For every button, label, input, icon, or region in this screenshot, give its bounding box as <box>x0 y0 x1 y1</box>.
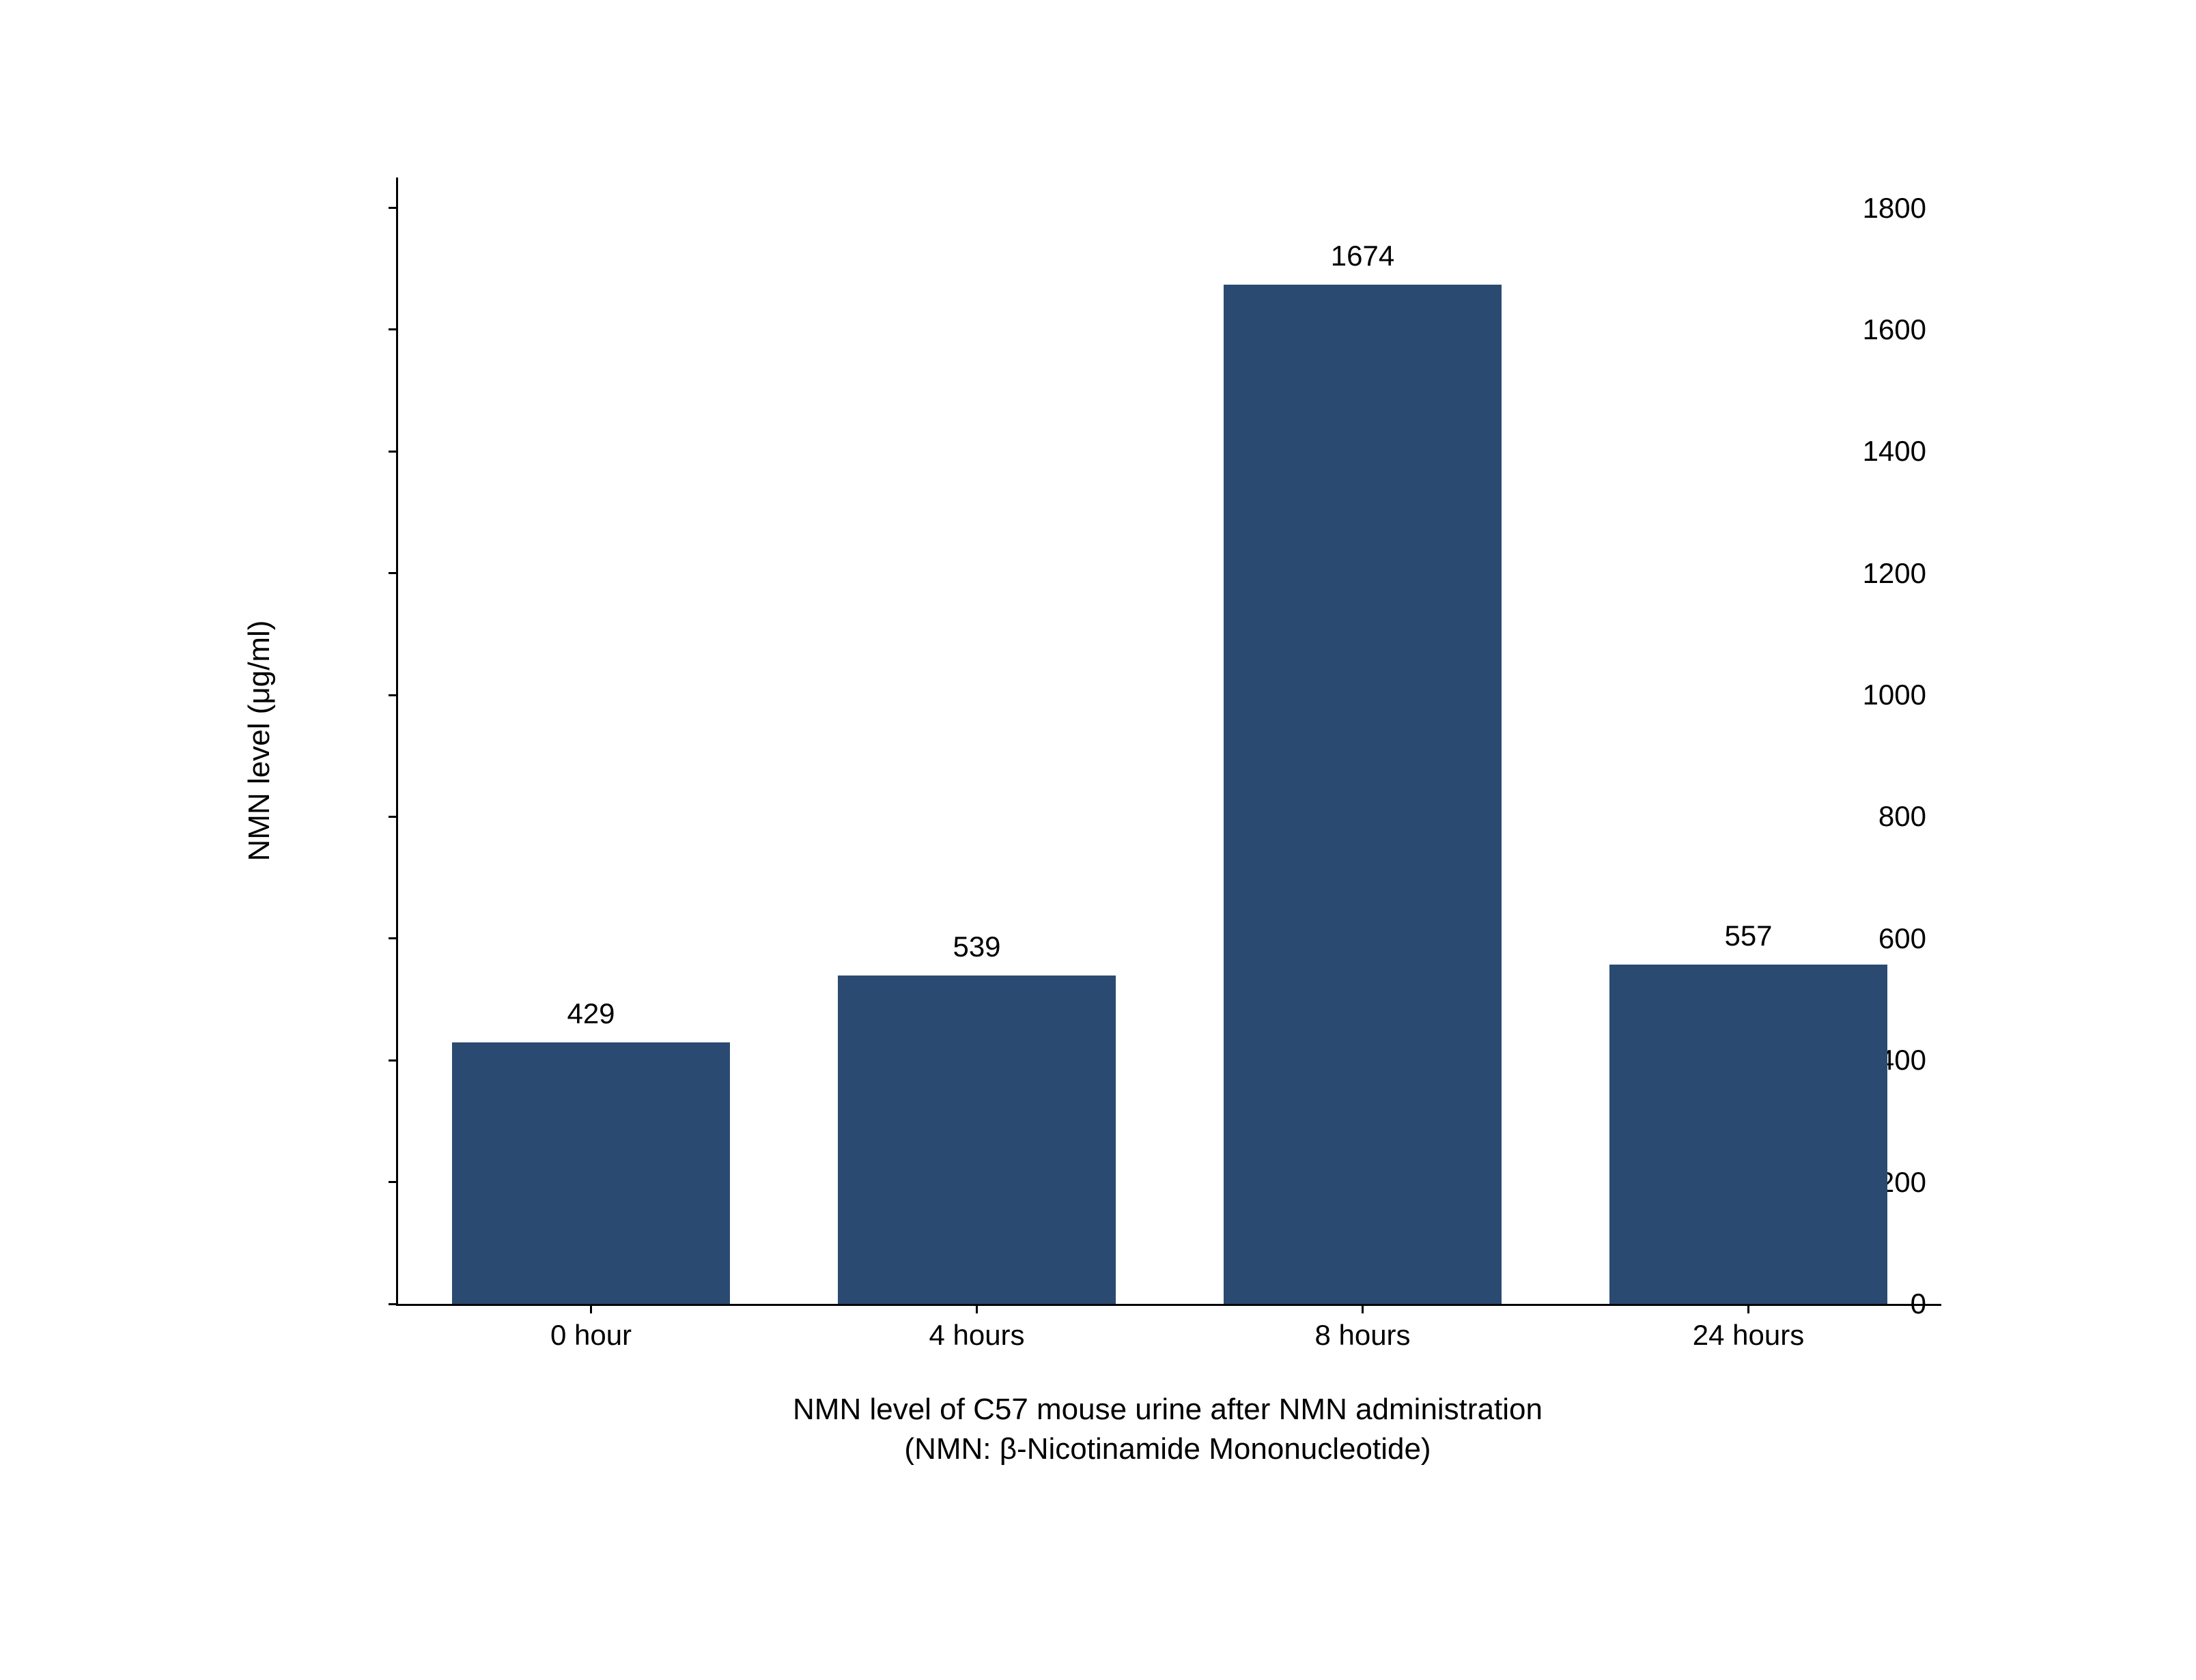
y-tick <box>389 207 398 209</box>
y-tick <box>389 1059 398 1062</box>
x-axis-label-line1: NMN level of C57 mouse urine after NMN a… <box>793 1393 1543 1427</box>
y-tick <box>389 1181 398 1183</box>
x-tick-label: 0 hour <box>550 1319 632 1352</box>
bar <box>452 1042 730 1304</box>
x-tick <box>590 1304 592 1313</box>
y-tick-label: 0 <box>1911 1287 1926 1320</box>
bar-value-label: 429 <box>567 997 615 1030</box>
bar <box>838 976 1116 1304</box>
bar-value-label: 539 <box>953 930 1000 963</box>
x-tick <box>976 1304 978 1313</box>
x-tick <box>1747 1304 1749 1313</box>
y-tick-label: 1800 <box>1863 192 1926 225</box>
chart-root: 0200400600800100012001400160018004290 ho… <box>0 0 2196 1680</box>
x-tick-label: 24 hours <box>1693 1319 1804 1352</box>
y-tick-label: 1400 <box>1863 435 1926 468</box>
x-axis-label-line2: (NMN: β-Nicotinamide Mononucleotide) <box>904 1432 1431 1466</box>
plot-area: 0200400600800100012001400160018004290 ho… <box>396 177 1941 1306</box>
y-tick <box>389 572 398 574</box>
x-tick <box>1362 1304 1364 1313</box>
y-tick <box>389 816 398 818</box>
y-tick-label: 1000 <box>1863 679 1926 711</box>
y-tick <box>389 694 398 696</box>
bar-value-label: 557 <box>1724 920 1772 952</box>
y-tick-label: 1200 <box>1863 557 1926 590</box>
bar <box>1224 285 1502 1304</box>
y-tick-label: 600 <box>1878 922 1926 955</box>
bar-value-label: 1674 <box>1331 240 1394 272</box>
bar <box>1609 965 1887 1304</box>
x-tick-label: 8 hours <box>1314 1319 1410 1352</box>
y-tick <box>389 937 398 939</box>
y-tick <box>389 328 398 330</box>
y-tick <box>389 1303 398 1305</box>
x-tick-label: 4 hours <box>929 1319 1024 1352</box>
y-tick <box>389 451 398 453</box>
y-tick-label: 1600 <box>1863 313 1926 346</box>
y-axis-label: NMN level (μg/ml) <box>242 621 277 862</box>
y-tick-label: 800 <box>1878 800 1926 833</box>
